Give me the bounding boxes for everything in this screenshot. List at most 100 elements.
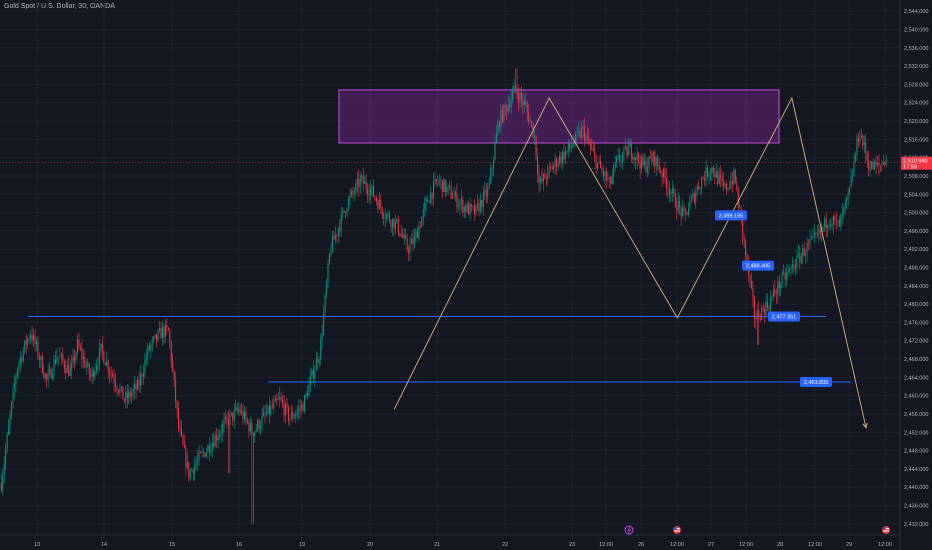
lightning-icon[interactable]: [624, 525, 634, 535]
candle-body: [93, 370, 95, 378]
candle-body: [425, 199, 427, 204]
candle-body: [346, 208, 348, 214]
time-tick-label: 27: [708, 542, 714, 548]
candle-body: [510, 99, 512, 108]
price-tick-label: 2,508.000: [904, 174, 928, 180]
candle-body: [585, 135, 587, 141]
wave-projection-path[interactable]: [393, 96, 867, 428]
candle-body: [440, 180, 442, 181]
price-tick-label: 2,528.000: [904, 82, 928, 88]
candle-body: [97, 364, 99, 367]
candle-body: [361, 175, 363, 178]
flag-us-icon[interactable]: [882, 526, 890, 534]
candle-body: [438, 180, 440, 182]
candle-body: [482, 192, 484, 208]
candle-body: [743, 236, 745, 241]
candle-body: [27, 338, 29, 345]
candle-body: [665, 177, 667, 189]
candle-body: [397, 219, 399, 233]
candle-body: [81, 349, 83, 359]
candle-body: [769, 298, 771, 309]
candle-body: [371, 185, 373, 189]
candle-body: [37, 341, 39, 357]
candle-body: [368, 193, 370, 196]
candle-body: [531, 121, 533, 124]
candle-body: [69, 369, 71, 376]
candle-body: [874, 162, 876, 170]
candle-body: [74, 356, 76, 361]
candle-body: [71, 363, 73, 370]
candle-body: [548, 166, 550, 169]
candle-body: [750, 280, 752, 288]
candle-body: [248, 422, 250, 432]
candle-body: [708, 173, 710, 177]
candle-body: [216, 435, 218, 441]
candle-body: [148, 345, 150, 350]
candle-body: [733, 169, 735, 184]
candle-body: [619, 155, 621, 162]
candle-body: [645, 161, 647, 172]
candle-body: [879, 165, 881, 167]
flag-us-icon-stripe: [674, 530, 680, 532]
candle-body: [516, 88, 518, 94]
candle-body: [465, 206, 467, 213]
candle-body: [712, 167, 714, 174]
candle-body: [185, 447, 187, 468]
projection-path-layer[interactable]: [393, 96, 868, 429]
candle-body: [602, 170, 604, 177]
candle-body: [267, 405, 269, 414]
candle-body: [406, 238, 408, 250]
candle-body: [780, 284, 782, 289]
time-axis[interactable]: 13 14 15 16 19 20 21 22 23 12:00 26 12:00 27 12:00 28 1…: [34, 525, 892, 548]
candle-body: [321, 334, 323, 340]
candle-body: [446, 186, 448, 193]
candle-body: [589, 142, 591, 147]
candle-body: [478, 203, 480, 212]
flag-us-icon-canton: [883, 527, 886, 530]
candle-body: [687, 209, 689, 215]
candle-body: [145, 357, 147, 361]
candle-body: [452, 198, 454, 199]
candle-body: [793, 264, 795, 269]
candle-body: [539, 178, 541, 184]
candle-body: [600, 161, 602, 168]
candle-body: [594, 150, 596, 156]
resistance-zone-layer[interactable]: [338, 89, 780, 144]
flag-us-icon[interactable]: [673, 526, 681, 534]
resistance-zone[interactable]: [338, 89, 780, 144]
candle-body: [87, 363, 89, 367]
candle-body: [292, 412, 294, 419]
candle-body: [588, 136, 590, 143]
candle-body: [264, 412, 266, 415]
candle-body: [390, 220, 392, 227]
price-tick-label: 2,460.000: [904, 394, 928, 400]
candle-body: [194, 465, 196, 474]
candle-body: [885, 159, 887, 165]
candle-body: [129, 391, 131, 397]
candle-body: [19, 357, 21, 364]
candle-body: [412, 238, 414, 245]
candle-body: [387, 213, 389, 215]
candle-body: [56, 357, 58, 364]
time-tick-label: 23: [569, 542, 575, 548]
candle-body: [755, 317, 757, 320]
candle-body: [12, 389, 14, 403]
support-levels-layer[interactable]: [0, 162, 900, 383]
candle-body: [160, 327, 162, 339]
candle-body: [144, 360, 146, 374]
price-axis[interactable]: 2,544.000 2,540.000 2,536.000 2,532.000 2,52…: [904, 9, 928, 528]
candle-body: [857, 138, 859, 142]
candle-body: [260, 425, 262, 430]
candle-body: [30, 334, 32, 338]
candle-body: [825, 218, 827, 229]
candle-body: [380, 199, 382, 208]
candle-body: [182, 435, 184, 445]
price-tick-label: 2,520.000: [904, 119, 928, 125]
candle-body: [84, 357, 86, 368]
candle-body: [497, 122, 499, 134]
candle-body: [651, 158, 653, 162]
candle-body: [295, 414, 297, 417]
price-tick-label: 2,524.000: [904, 101, 928, 107]
candle-body: [789, 268, 791, 271]
